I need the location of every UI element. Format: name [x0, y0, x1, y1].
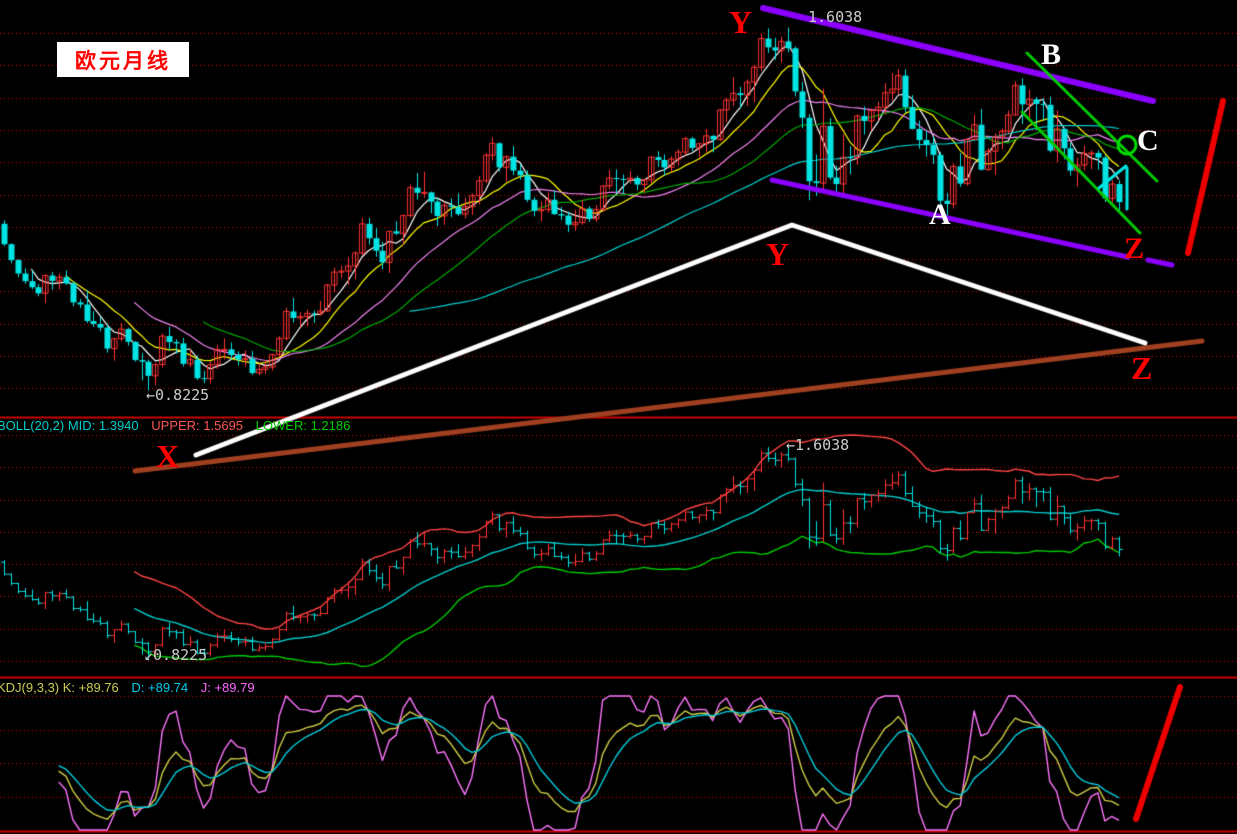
kdj-k-label: KDJ(9,3,3) K: +89.76 [0, 680, 119, 695]
boll-indicator-header: BOLL(20,2) MID: 1.3940 UPPER: 1.5695 LOW… [0, 418, 359, 433]
kdj-d-label: D: +89.74 [131, 680, 189, 695]
instrument-title-box: 欧元月线 [57, 42, 189, 77]
boll-upper-label: UPPER: 1.5695 [151, 418, 244, 433]
instrument-title: 欧元月线 [75, 49, 171, 73]
boll-lower-label: LOWER: 1.2186 [255, 418, 351, 433]
kdj-j-label: J: +89.79 [200, 680, 255, 695]
kdj-indicator-header: KDJ(9,3,3) K: +89.76 D: +89.74 J: +89.79 [0, 680, 264, 695]
boll-mid-label: BOLL(20,2) MID: 1.3940 [0, 418, 139, 433]
